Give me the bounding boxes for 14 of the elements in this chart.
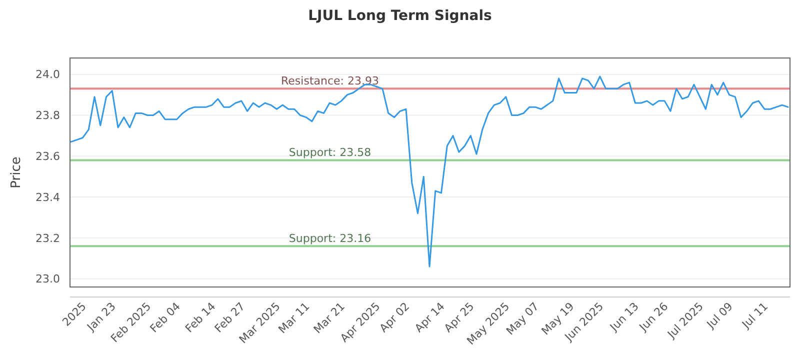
ref-line-label: Support: 23.16 bbox=[288, 232, 372, 246]
ref-line-label: Resistance: 23.93 bbox=[281, 74, 379, 88]
line-series bbox=[70, 76, 789, 268]
y-tick-label: 23.6 bbox=[36, 150, 60, 163]
y-tick-label: 24.0 bbox=[36, 68, 60, 82]
y-tick-label: 23.2 bbox=[36, 232, 60, 245]
x-tick-label: Jul 09 bbox=[704, 300, 736, 332]
y-tick-label: 23.0 bbox=[36, 272, 60, 286]
chart-title: LJUL Long Term Signals bbox=[308, 8, 492, 24]
y-tick-label: 23.4 bbox=[36, 190, 60, 204]
y-tick-label: 23.8 bbox=[36, 109, 60, 122]
y-axis-title: Price bbox=[9, 156, 24, 188]
x-tick-label: Jul 11 bbox=[738, 300, 771, 332]
ref-line-label: Support: 23.58 bbox=[288, 146, 372, 160]
